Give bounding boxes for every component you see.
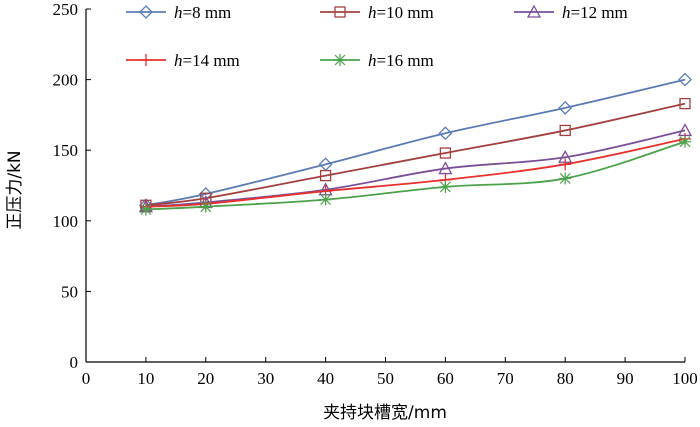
legend-item: h=14 mm: [126, 51, 240, 70]
data-point-diamond: [678, 72, 692, 87]
data-point-triangle: [438, 161, 453, 175]
data-point-diamond: [139, 5, 153, 19]
data-point-triangle: [526, 4, 542, 18]
data-point-plus: [140, 54, 152, 66]
data-point-square: [334, 6, 346, 18]
legend-label-rest: =8 mm: [183, 3, 232, 22]
series-h-16-mm: [139, 135, 691, 216]
x-tick-label: 10: [137, 369, 154, 388]
data-point-square: [679, 97, 691, 110]
x-tick-label: 100: [672, 369, 698, 388]
series-line: [145, 140, 686, 211]
x-tick-label: 60: [437, 369, 454, 388]
x-axis-ticks: 0 10 20 30 40 50 60 70 80 90 100: [82, 357, 698, 388]
y-tick-label: 200: [53, 71, 79, 90]
legend-label-rest: =12 mm: [571, 3, 628, 22]
y-axis-title: 正压力/kN: [5, 150, 25, 229]
legend-label-var: h: [368, 51, 377, 70]
y-tick-label: 100: [53, 212, 79, 231]
legend-label-var: h: [174, 51, 183, 70]
y-tick-label: 150: [53, 141, 79, 160]
series-lines: [138, 72, 693, 216]
data-point-star: [679, 135, 691, 148]
data-point-star: [319, 193, 332, 206]
x-tick-label: 70: [497, 369, 514, 388]
legend-item: h=8 mm: [126, 3, 231, 22]
legend-label: h=14 mm: [174, 51, 240, 70]
data-point-diamond: [438, 126, 453, 141]
y-tick-label: 0: [70, 353, 79, 372]
x-tick-label: 40: [317, 369, 334, 388]
x-axis-title: 夹持块槽宽/mm: [323, 403, 447, 423]
legend-label: h=8 mm: [174, 3, 231, 22]
y-axis-ticks: 0 50 100 150 200 250: [53, 0, 91, 372]
y-tick-label: 50: [61, 282, 78, 301]
data-point-star: [559, 172, 572, 185]
x-tick-label: 90: [617, 369, 634, 388]
legend: h=8 mm h=10 mm h=12 mmh=14 mm h=16 mm: [126, 3, 628, 70]
data-point-star: [199, 200, 212, 213]
legend-label-var: h: [368, 3, 377, 22]
legend-label-rest: =16 mm: [377, 51, 434, 70]
data-point-square: [319, 169, 332, 182]
legend-label-var: h: [174, 3, 183, 22]
data-point-plus: [559, 158, 572, 171]
legend-item: h=10 mm: [320, 3, 434, 22]
x-tick-label: 20: [197, 369, 214, 388]
series-h-10-mm: [140, 97, 691, 211]
data-point-square: [439, 147, 452, 159]
x-tick-label: 0: [82, 369, 91, 388]
y-tick-label: 250: [53, 0, 79, 19]
data-point-star: [439, 180, 452, 193]
x-tick-label: 80: [557, 369, 574, 388]
legend-item: h=16 mm: [320, 51, 434, 70]
series-line: [145, 78, 686, 207]
x-tick-label: 50: [377, 369, 394, 388]
legend-label-rest: =10 mm: [377, 3, 434, 22]
legend-item: h=12 mm: [514, 3, 628, 22]
data-point-diamond: [558, 100, 573, 115]
legend-label: h=12 mm: [562, 3, 628, 22]
legend-label: h=10 mm: [368, 3, 434, 22]
legend-label: h=16 mm: [368, 51, 434, 70]
data-point-star: [139, 203, 152, 216]
x-tick-label: 30: [257, 369, 274, 388]
legend-label-var: h: [562, 3, 571, 22]
data-point-star: [334, 54, 346, 66]
data-point-square: [559, 124, 571, 137]
legend-label-rest: =14 mm: [183, 51, 240, 70]
